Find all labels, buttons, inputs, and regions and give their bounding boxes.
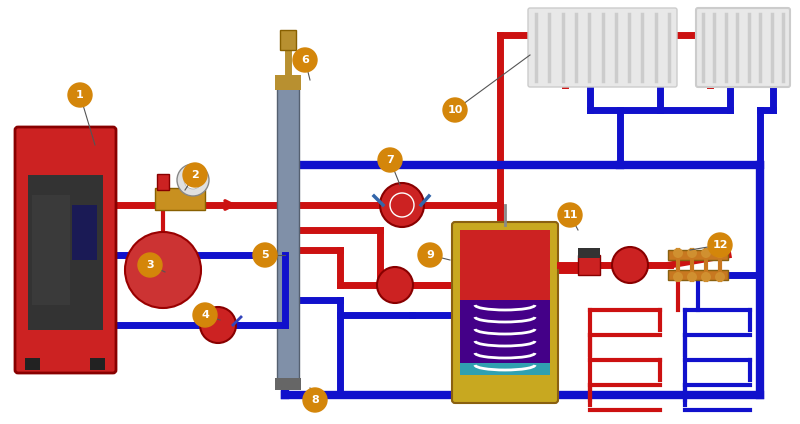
- Bar: [275, 75, 301, 90]
- Text: 4: 4: [201, 310, 209, 320]
- Text: 3: 3: [146, 260, 154, 270]
- Circle shape: [673, 272, 683, 282]
- Circle shape: [253, 243, 277, 267]
- Circle shape: [715, 272, 725, 282]
- FancyBboxPatch shape: [452, 222, 558, 403]
- Bar: [32, 195, 70, 305]
- Bar: [25, 358, 40, 370]
- Text: 11: 11: [562, 210, 578, 220]
- Circle shape: [378, 148, 402, 172]
- Text: 10: 10: [447, 105, 462, 115]
- Circle shape: [701, 248, 711, 258]
- Text: 12: 12: [712, 240, 728, 250]
- Circle shape: [708, 233, 732, 257]
- Circle shape: [687, 272, 697, 282]
- Bar: [157, 174, 169, 190]
- Circle shape: [380, 183, 424, 227]
- Text: 7: 7: [386, 155, 394, 165]
- Bar: [155, 188, 205, 210]
- Text: 6: 6: [301, 55, 309, 65]
- Circle shape: [443, 98, 467, 122]
- Text: 8: 8: [311, 395, 319, 405]
- Circle shape: [138, 253, 162, 277]
- Bar: [275, 378, 301, 390]
- Circle shape: [183, 163, 207, 187]
- Circle shape: [687, 248, 697, 258]
- Bar: [28, 175, 103, 330]
- Circle shape: [200, 307, 236, 343]
- Bar: [460, 300, 550, 365]
- Bar: [280, 30, 296, 50]
- Bar: [578, 255, 600, 275]
- Bar: [668, 270, 728, 280]
- Bar: [90, 358, 105, 370]
- Circle shape: [558, 203, 582, 227]
- Circle shape: [125, 232, 201, 308]
- Circle shape: [177, 164, 209, 196]
- Bar: [460, 363, 550, 375]
- Circle shape: [293, 48, 317, 72]
- Circle shape: [673, 248, 683, 258]
- Circle shape: [418, 243, 442, 267]
- Circle shape: [377, 267, 413, 303]
- Text: 2: 2: [191, 170, 199, 180]
- Text: 9: 9: [426, 250, 434, 260]
- Bar: [460, 230, 550, 300]
- Bar: [277, 80, 299, 380]
- FancyBboxPatch shape: [528, 8, 677, 87]
- Circle shape: [68, 83, 92, 107]
- Circle shape: [701, 272, 711, 282]
- Text: 5: 5: [261, 250, 269, 260]
- Circle shape: [612, 247, 648, 283]
- FancyBboxPatch shape: [15, 127, 116, 373]
- Bar: [578, 248, 600, 258]
- Circle shape: [193, 303, 217, 327]
- Bar: [72, 205, 97, 260]
- Text: 1: 1: [76, 90, 84, 100]
- Circle shape: [303, 388, 327, 412]
- Circle shape: [715, 248, 725, 258]
- Bar: [668, 250, 728, 260]
- Circle shape: [184, 171, 202, 189]
- FancyBboxPatch shape: [696, 8, 790, 87]
